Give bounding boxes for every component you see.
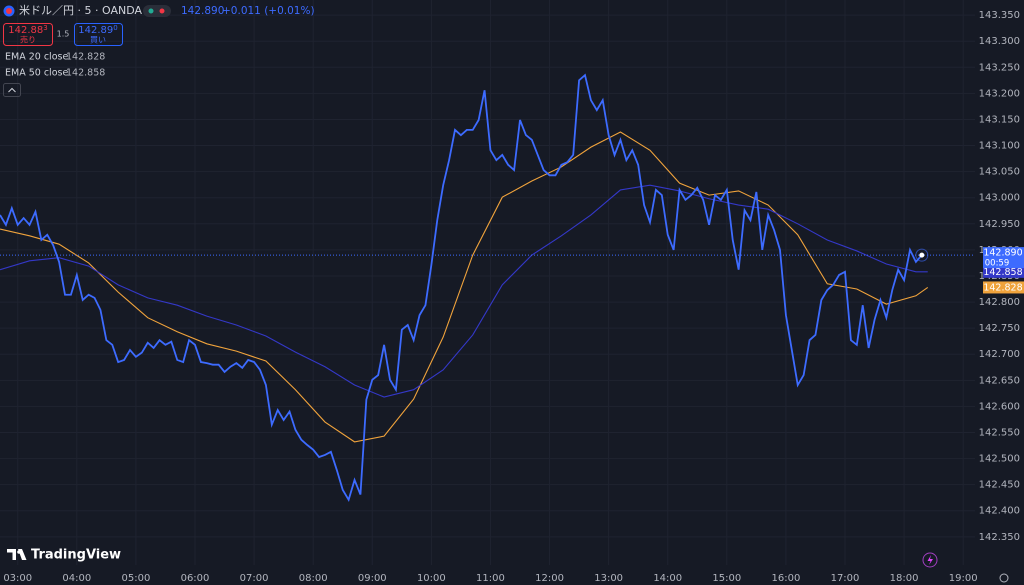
series-line xyxy=(0,73,923,503)
sell-button[interactable] xyxy=(3,23,53,46)
spread: 1.5 xyxy=(57,30,70,39)
axis-badge-label: 142.858 xyxy=(983,267,1022,278)
last-point xyxy=(919,252,925,258)
y-tick-label: 143.000 xyxy=(979,193,1020,204)
alert-icon xyxy=(927,555,933,565)
brand-icon xyxy=(17,550,21,554)
x-tick-label: 05:00 xyxy=(121,573,150,584)
y-tick-label: 143.250 xyxy=(979,62,1020,73)
x-tick-label: 16:00 xyxy=(771,573,800,584)
brand-name: TradingView xyxy=(31,548,121,563)
status-dot xyxy=(159,8,165,14)
price-change: +0.011 (+0.01%) xyxy=(222,5,315,17)
alert-icon[interactable] xyxy=(922,552,938,568)
status-pill[interactable] xyxy=(143,5,171,17)
y-tick-label: 142.400 xyxy=(979,506,1020,517)
x-tick-label: 11:00 xyxy=(476,573,505,584)
x-tick-label: 18:00 xyxy=(890,573,919,584)
x-tick-label: 08:00 xyxy=(299,573,328,584)
last-point-ring xyxy=(915,248,929,262)
axis-badge-label: 142.890 xyxy=(983,248,1022,259)
legend-value: 142.858 xyxy=(66,68,105,79)
y-tick-label: 142.550 xyxy=(979,427,1020,438)
y-tick-label: 142.450 xyxy=(979,480,1020,491)
legend-name[interactable]: EMA 50 close xyxy=(5,68,68,79)
y-tick-label: 142.350 xyxy=(979,532,1020,543)
sell-label: 売り xyxy=(20,35,36,45)
series-line xyxy=(0,131,929,443)
status-dot xyxy=(148,8,154,14)
brand: TradingView xyxy=(7,548,121,563)
legend-value: 142.828 xyxy=(66,52,105,63)
y-tick-label: 143.200 xyxy=(979,88,1020,99)
y-tick-label: 143.100 xyxy=(979,141,1020,152)
axis-badge xyxy=(983,247,1024,269)
buy-label: 買い xyxy=(90,36,106,45)
price-axis: 143.350 143.300 143.250 143.200 143.150 143.1… xyxy=(3,10,1024,584)
last-price: 142.890 xyxy=(181,5,224,17)
symbol-icon xyxy=(6,8,12,14)
y-tick-label: 143.350 xyxy=(979,10,1020,21)
axis-badge-label: 142.828 xyxy=(983,282,1022,293)
brand-icon xyxy=(7,549,27,560)
chevron-icon xyxy=(8,87,16,93)
y-tick-label: 143.300 xyxy=(979,36,1020,47)
x-tick-label: 07:00 xyxy=(240,573,269,584)
x-tick-label: 15:00 xyxy=(712,573,741,584)
sell-price: 142.883 xyxy=(8,24,47,36)
x-tick-label: 13:00 xyxy=(594,573,623,584)
y-tick-label: 142.700 xyxy=(979,349,1020,360)
buy-button[interactable] xyxy=(74,23,123,46)
plot xyxy=(0,73,975,503)
countdown: 00:59 xyxy=(985,259,1010,269)
symbol[interactable]: 米ドル／円 · 5 · OANDA xyxy=(19,4,142,17)
y-tick-label: 142.750 xyxy=(979,323,1020,334)
buy-price: 142.890 xyxy=(78,24,117,36)
y-tick-label: 142.650 xyxy=(979,375,1020,386)
x-tick-label: 04:00 xyxy=(62,573,91,584)
y-tick-label: 142.800 xyxy=(979,297,1020,308)
series-line xyxy=(0,184,928,398)
x-tick-label: 06:00 xyxy=(181,573,210,584)
axis-badge xyxy=(983,265,1024,278)
collapse-button[interactable] xyxy=(3,83,21,97)
y-tick-label: 142.950 xyxy=(979,219,1020,230)
y-tick-label: 142.600 xyxy=(979,401,1020,412)
legend-name[interactable]: EMA 20 close xyxy=(5,52,68,63)
settings-icon[interactable] xyxy=(999,573,1009,583)
y-tick-label: 142.500 xyxy=(979,454,1020,465)
y-tick-label: 143.150 xyxy=(979,114,1020,125)
x-tick-label: 12:00 xyxy=(535,573,564,584)
x-tick-label: 19:00 xyxy=(949,573,978,584)
x-tick-label: 09:00 xyxy=(358,573,387,584)
y-tick-label: 143.050 xyxy=(979,167,1020,178)
x-tick-label: 14:00 xyxy=(653,573,682,584)
x-tick-label: 10:00 xyxy=(417,573,446,584)
axis-badge xyxy=(983,281,1024,294)
x-tick-label: 17:00 xyxy=(831,573,860,584)
header: 米ドル／円 · 5 · OANDA 142.890 +0.011 (+0.01%… xyxy=(3,4,315,97)
x-tick-label: 03:00 xyxy=(3,573,32,584)
